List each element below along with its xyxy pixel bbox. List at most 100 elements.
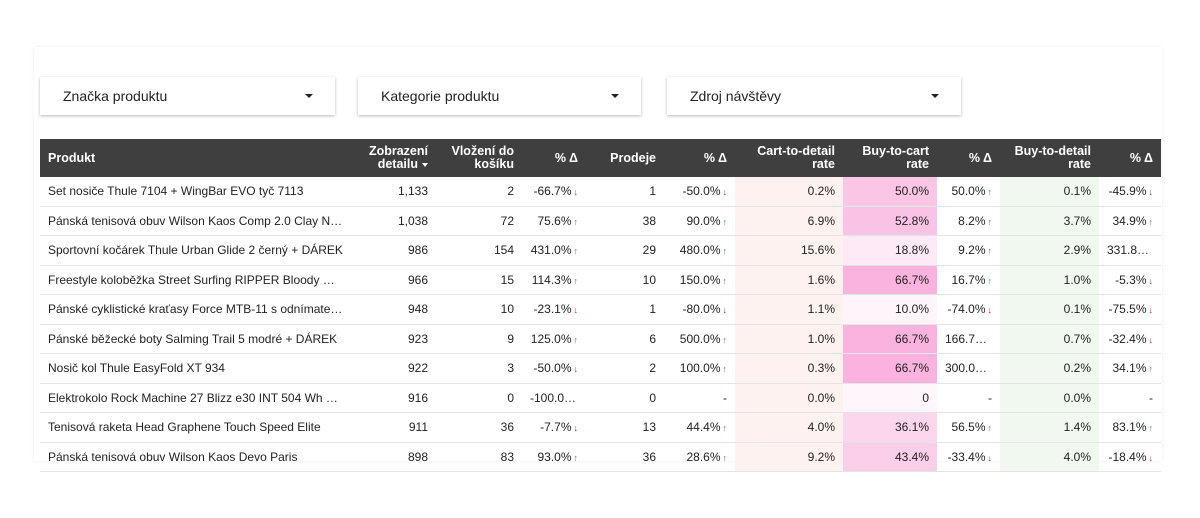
buy-to-detail-delta-cell-value: -18.4% <box>1108 449 1147 464</box>
source-filter-dropdown[interactable]: Zdroj návštěvy <box>667 77 961 115</box>
product-name-cell[interactable]: Set nosiče Thule 7104 + WingBar EVO tyč … <box>40 177 352 207</box>
table-row[interactable]: Sportovní kočárek Thule Urban Glide 2 če… <box>40 235 1161 266</box>
arrow-up-icon: ↑ <box>573 334 579 345</box>
buy-to-detail-cell: 4.0% <box>1000 442 1099 472</box>
views-cell: 948 <box>352 294 436 325</box>
col-header-cart[interactable]: Vložení do košíku <box>436 139 522 177</box>
buy-to-detail-cell-value: 4.0% <box>1063 449 1091 464</box>
arrow-down-icon: ↓ <box>722 305 728 316</box>
product-name-cell[interactable]: Elektrokolo Rock Machine 27 Blizz e30 IN… <box>40 383 352 413</box>
arrow-down-icon: ↓ <box>722 187 728 198</box>
sales-delta-cell-value: - <box>723 390 727 405</box>
cart-cell: 83 <box>436 442 522 472</box>
sales-delta-cell: 100.0% ↑ <box>664 353 735 384</box>
brand-filter-dropdown[interactable]: Značka produktu <box>40 77 335 115</box>
buy-to-detail-cell-value: 0.2% <box>1063 361 1091 376</box>
table-row[interactable]: Pánské cyklistické kraťasy Force MTB-11 … <box>40 294 1161 325</box>
cart-to-detail-cell: 0.3% <box>735 353 843 384</box>
cart-delta-cell: 125.0% ↑ <box>522 324 586 354</box>
cart-to-detail-cell-value: 1.1% <box>807 302 835 317</box>
arrow-up-icon: ↑ <box>722 216 728 227</box>
buy-to-detail-delta-cell: -75.5% ↓ <box>1099 294 1161 325</box>
cart-to-detail-cell-value: 15.6% <box>800 243 835 258</box>
sales-cell: 2 <box>586 353 664 384</box>
arrow-up-icon: ↑ <box>722 423 728 434</box>
sales-cell: 6 <box>586 324 664 354</box>
cart-cell-value: 15 <box>500 272 514 287</box>
cart-cell: 0 <box>436 383 522 413</box>
views-cell: 916 <box>352 383 436 413</box>
table-row[interactable]: Set nosiče Thule 7104 + WingBar EVO tyč … <box>40 177 1161 207</box>
col-header-views[interactable]: Zobrazení detailu <box>352 139 436 177</box>
sales-delta-cell: 480.0% ↑ <box>664 235 735 266</box>
sales-delta-cell-value: 44.4% <box>686 420 721 435</box>
sales-cell-value: 0 <box>649 390 656 405</box>
arrow-up-icon: ↑ <box>987 364 993 375</box>
arrow-up-icon: ↑ <box>1148 364 1154 375</box>
cart-delta-cell-value: 75.6% <box>537 213 572 228</box>
views-cell: 1,133 <box>352 177 436 207</box>
product-name-cell[interactable]: Sportovní kočárek Thule Urban Glide 2 če… <box>40 235 352 266</box>
product-name-cell[interactable]: Pánské cyklistické kraťasy Force MTB-11 … <box>40 294 352 325</box>
arrow-up-icon: ↑ <box>987 216 993 227</box>
caret-down-icon <box>611 94 619 98</box>
table-row[interactable]: Tenisová raketa Head Graphene Touch Spee… <box>40 412 1161 443</box>
buy-to-detail-cell-value: 1.0% <box>1063 272 1091 287</box>
cart-to-detail-cell-value: 0.2% <box>807 184 835 199</box>
table-row[interactable]: Nosič kol Thule EasyFold XT 934 922 3 -50.0… <box>40 353 1161 384</box>
product-name-cell[interactable]: Pánská tenisová obuv Wilson Kaos Devo Pa… <box>40 442 352 472</box>
col-header-cart-to-detail[interactable]: Cart-to-detail rate <box>735 139 843 177</box>
arrow-up-icon: ↑ <box>573 246 579 257</box>
cart-to-detail-cell: 9.2% <box>735 442 843 472</box>
cart-cell-value: 36 <box>500 420 514 435</box>
sales-cell-value: 38 <box>642 213 656 228</box>
arrow-up-icon: ↑ <box>573 452 579 463</box>
cart-cell-value: 10 <box>500 302 514 317</box>
col-header-buy-to-detail-delta[interactable]: % Δ <box>1099 139 1161 177</box>
sales-cell-value: 36 <box>642 449 656 464</box>
table-row[interactable]: Pánská tenisová obuv Wilson Kaos Devo Pa… <box>40 442 1161 472</box>
views-cell-value: 922 <box>407 361 428 376</box>
sales-cell-value: 13 <box>642 420 656 435</box>
category-filter-label: Kategorie produktu <box>381 88 500 104</box>
sort-descending-icon <box>422 162 428 167</box>
arrow-down-icon: ↓ <box>573 187 579 198</box>
sales-cell-value: 1 <box>649 184 656 199</box>
buy-to-cart-cell-value: 10.0% <box>894 302 929 317</box>
table-row[interactable]: Pánské běžecké boty Salming Trail 5 modr… <box>40 324 1161 354</box>
product-name-cell[interactable]: Nosič kol Thule EasyFold XT 934 <box>40 353 352 384</box>
product-name-cell-value: Pánská tenisová obuv Wilson Kaos Devo Pa… <box>48 449 298 464</box>
table-row[interactable]: Elektrokolo Rock Machine 27 Blizz e30 IN… <box>40 383 1161 413</box>
col-header-cart-delta[interactable]: % Δ <box>522 139 586 177</box>
cart-to-detail-cell: 6.9% <box>735 206 843 236</box>
category-filter-dropdown[interactable]: Kategorie produktu <box>358 77 641 115</box>
buy-to-detail-delta-cell-value: 83.1% <box>1112 420 1147 435</box>
col-header-sales-delta[interactable]: % Δ <box>664 139 735 177</box>
product-name-cell[interactable]: Pánská tenisová obuv Wilson Kaos Comp 2.… <box>40 206 352 236</box>
col-header-sales[interactable]: Prodeje <box>586 139 664 177</box>
buy-to-detail-cell-value: 1.4% <box>1063 420 1091 435</box>
col-header-product[interactable]: Produkt <box>40 139 352 177</box>
views-cell-value: 1,038 <box>397 213 428 228</box>
product-name-cell[interactable]: Pánské běžecké boty Salming Trail 5 modr… <box>40 324 352 354</box>
arrow-up-icon: ↑ <box>722 452 728 463</box>
cart-cell: 154 <box>436 235 522 266</box>
views-cell: 966 <box>352 265 436 295</box>
buy-to-detail-delta-cell-value: -32.4% <box>1108 331 1147 346</box>
table-row[interactable]: Freestyle koloběžka Street Surfing RIPPE… <box>40 265 1161 295</box>
table-row[interactable]: Pánská tenisová obuv Wilson Kaos Comp 2.… <box>40 206 1161 236</box>
cart-delta-cell: -66.7% ↓ <box>522 177 586 207</box>
buy-to-detail-delta-cell-value: 34.9% <box>1112 213 1147 228</box>
col-header-buy-to-detail[interactable]: Buy-to-detail rate <box>1000 139 1099 177</box>
cart-to-detail-cell: 1.1% <box>735 294 843 325</box>
cart-cell: 36 <box>436 412 522 443</box>
cart-cell: 10 <box>436 294 522 325</box>
col-header-buy-to-cart[interactable]: Buy-to-cart rate <box>843 139 937 177</box>
col-header-buy-to-cart-delta[interactable]: % Δ <box>937 139 1000 177</box>
sales-delta-cell-value: 480.0% <box>679 243 721 258</box>
product-name-cell[interactable]: Freestyle koloběžka Street Surfing RIPPE… <box>40 265 352 295</box>
cart-delta-cell: -23.1% ↓ <box>522 294 586 325</box>
product-name-cell[interactable]: Tenisová raketa Head Graphene Touch Spee… <box>40 412 352 443</box>
sales-delta-cell-value: 150.0% <box>679 272 721 287</box>
caret-down-icon <box>931 94 939 98</box>
